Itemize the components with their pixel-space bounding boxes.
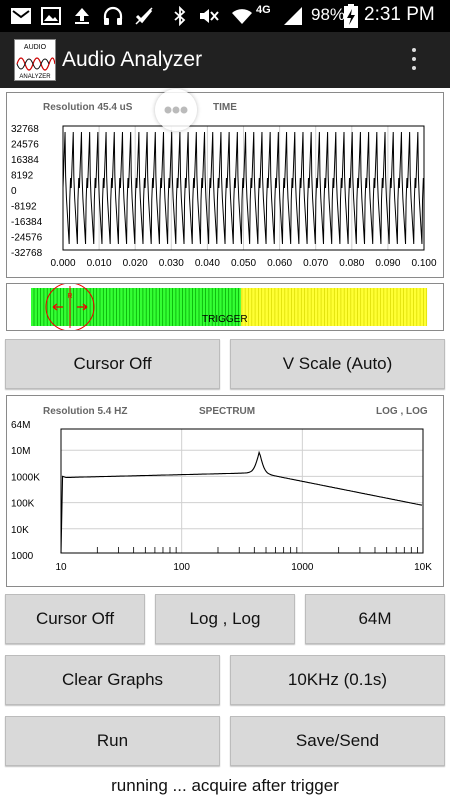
logo-line-1: AUDIO — [24, 44, 47, 51]
save-send-button[interactable]: Save/Send — [230, 716, 445, 766]
network-type: 4G — [256, 4, 271, 16]
time-x-tick-label: 0.000 — [50, 258, 75, 269]
cursor-off-button-2[interactable]: Cursor Off — [5, 594, 145, 644]
spectrum-y-tick-label: 10M — [11, 446, 30, 457]
time-title: TIME — [213, 102, 237, 113]
trigger-cursor-label: R — [67, 293, 72, 300]
time-x-tick-label: 0.080 — [339, 258, 364, 269]
scale-64m-button[interactable]: 64M — [305, 594, 445, 644]
time-x-tick-label: 0.030 — [159, 258, 184, 269]
time-x-tick-label: 0.040 — [195, 258, 220, 269]
time-resolution-label: Resolution 45.4 uS — [43, 102, 133, 113]
time-x-tick-label: 0.020 — [123, 258, 148, 269]
run-button[interactable]: Run — [5, 716, 220, 766]
image-icon — [41, 7, 61, 25]
spectrum-resolution-label: Resolution 5.4 HZ — [43, 406, 127, 417]
time-x-tick-label: 0.070 — [303, 258, 328, 269]
time-graph: Resolution 45.4 uS TIME 32768 24576 16384 8… — [11, 102, 437, 269]
time-y-tick-label: -8192 — [11, 202, 37, 213]
time-y-tick-label: -24576 — [11, 233, 43, 244]
spectrum-x-tick-label: 10K — [414, 562, 432, 573]
v-scale-button[interactable]: V Scale (Auto) — [230, 339, 445, 389]
mute-icon — [200, 9, 219, 23]
spectrum-y-tick-label: 1000K — [11, 472, 40, 483]
trigger-bar: TRIGGER R — [31, 282, 428, 332]
app-logo: AUDIO ANALYZER — [14, 39, 56, 81]
bluetooth-icon — [174, 6, 186, 26]
time-waveform — [62, 131, 425, 245]
signal-icon — [284, 7, 302, 25]
time-y-tick-label: -32768 — [11, 248, 43, 259]
spectrum-y-tick-label: 10K — [11, 525, 29, 536]
wifi-icon — [232, 9, 252, 24]
spectrum-y-tick-label: 100K — [11, 499, 35, 510]
overflow-menu-button[interactable] — [402, 44, 426, 76]
upload-icon — [75, 8, 89, 24]
log-log-button[interactable]: Log , Log — [155, 594, 295, 644]
status-message: running ... acquire after trigger — [111, 776, 339, 795]
spectrum-y-tick-label: 64M — [11, 420, 30, 431]
spectrum-x-tick-label: 100 — [173, 562, 190, 573]
spectrum-y-tick-label: 1000 — [11, 551, 34, 562]
time-y-tick-label: 16384 — [11, 155, 39, 166]
overflow-dot-icon — [412, 57, 416, 61]
battery-charging-icon — [344, 4, 358, 28]
time-y-tick-label: 8192 — [11, 171, 34, 182]
app-title: Audio Analyzer — [62, 48, 203, 71]
floating-more-button[interactable] — [155, 89, 197, 131]
trigger-above-level — [240, 288, 427, 326]
spectrum-graph: Resolution 5.4 HZ SPECTRUM LOG , LOG 64M… — [11, 406, 432, 573]
clock: 2:31 PM — [364, 4, 435, 25]
time-x-tick-label: 0.100 — [411, 258, 436, 269]
overflow-dot-icon — [412, 66, 416, 70]
spectrum-plot-frame — [60, 428, 424, 554]
spectrum-graph-panel[interactable]: Resolution 5.4 HZ SPECTRUM LOG , LOG 64M… — [6, 395, 444, 587]
spectrum-x-tick-label: 1000 — [291, 562, 314, 573]
spectrum-title: SPECTRUM — [199, 406, 255, 417]
mail-icon — [11, 8, 31, 24]
time-y-tick-label: 32768 — [11, 124, 39, 135]
time-y-tick-label: 24576 — [11, 140, 39, 151]
action-bar: AUDIO ANALYZER Audio Analyzer — [0, 32, 450, 88]
time-y-tick-label: 0 — [11, 186, 17, 197]
checkbox-icon — [135, 7, 153, 25]
logo-line-2: ANALYZER — [19, 74, 51, 80]
spectrum-curve — [60, 450, 423, 554]
status-bar: 4G 98% 2:31 PM — [0, 0, 450, 32]
app-logo-graphic: AUDIO ANALYZER — [16, 44, 56, 80]
time-graph-panel[interactable]: Resolution 45.4 uS TIME 32768 24576 16384 8… — [6, 89, 444, 278]
cursor-off-button[interactable]: Cursor Off — [5, 339, 220, 389]
drag-arrows-icon — [52, 303, 88, 311]
time-x-tick-label: 0.060 — [267, 258, 292, 269]
more-dots-icon — [164, 106, 188, 114]
time-x-tick-label: 0.010 — [87, 258, 112, 269]
headset-icon — [103, 6, 123, 25]
spectrum-scale-label: LOG , LOG — [376, 406, 428, 417]
time-x-tick-label: 0.050 — [231, 258, 256, 269]
overflow-dot-icon — [412, 48, 416, 52]
sample-rate-button[interactable]: 10KHz (0.1s) — [230, 655, 445, 705]
trigger-panel[interactable]: TRIGGER R — [6, 282, 444, 332]
time-y-tick-label: -16384 — [11, 217, 43, 228]
trigger-label: TRIGGER — [202, 314, 248, 325]
clear-graphs-button[interactable]: Clear Graphs — [5, 655, 220, 705]
time-x-tick-label: 0.090 — [375, 258, 400, 269]
spectrum-x-tick-label: 10 — [55, 562, 67, 573]
battery-percent: 98% — [311, 5, 346, 24]
